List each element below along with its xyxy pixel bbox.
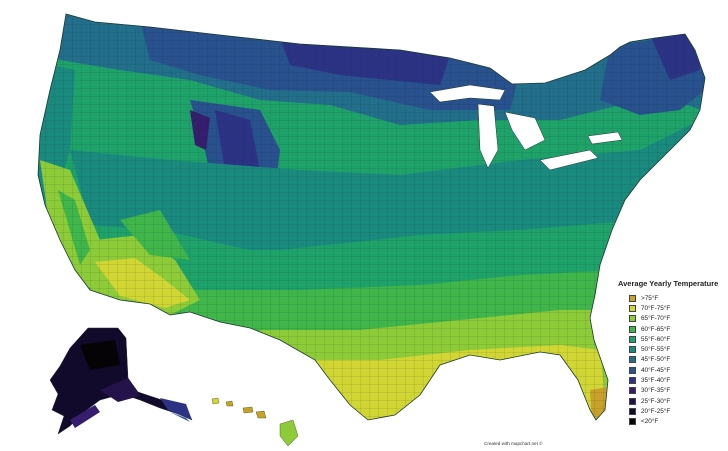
legend-item: 35°F-40°F: [618, 375, 726, 385]
legend-label: 50°F-55°F: [641, 346, 671, 354]
legend-swatch: [629, 356, 636, 364]
legend-label: 30°F-35°F: [641, 387, 671, 395]
legend-item: 30°F-35°F: [618, 386, 726, 396]
credit-text: Created with mapchart.net ©: [484, 441, 543, 446]
legend-label: 25°F-30°F: [641, 397, 671, 405]
legend-swatch: [629, 366, 636, 374]
legend-label: 40°F-45°F: [641, 366, 671, 374]
legend-label: 35°F-40°F: [641, 377, 671, 385]
legend-item: <20°F: [618, 417, 726, 427]
legend-item: 60°F-65°F: [618, 324, 726, 334]
legend-swatch: [629, 315, 636, 323]
legend-swatch: [629, 407, 636, 415]
legend-swatch: [629, 325, 636, 333]
legend-swatch: [629, 346, 636, 354]
legend-swatch: [629, 377, 636, 385]
great-lakes: [429, 84, 623, 171]
legend-swatch: [629, 418, 636, 426]
legend-label: 20°F-25°F: [641, 407, 671, 415]
legend-label: 45°F-50°F: [641, 356, 671, 364]
legend-label: 60°F-65°F: [641, 325, 671, 333]
legend-item: 20°F-25°F: [618, 406, 726, 416]
legend-item: 40°F-45°F: [618, 365, 726, 375]
legend-item: 45°F-50°F: [618, 355, 726, 365]
hawaii: [211, 397, 299, 447]
legend-swatch: [629, 397, 636, 405]
legend-item: 55°F-60°F: [618, 334, 726, 344]
legend-item: 65°F-70°F: [618, 314, 726, 324]
legend-item: 50°F-55°F: [618, 344, 726, 354]
legend-label: >75°F: [641, 294, 659, 302]
legend-swatch: [629, 304, 636, 312]
legend-label: <20°F: [641, 418, 659, 426]
alaska: [49, 327, 193, 435]
legend-item: 25°F-30°F: [618, 396, 726, 406]
legend: Average Yearly Temperature >75°F 70°F-75°…: [618, 279, 726, 427]
legend-item: 70°F-75°F: [618, 303, 726, 313]
legend-item: >75°F: [618, 293, 726, 303]
legend-swatch: [629, 387, 636, 395]
legend-items: >75°F 70°F-75°F 65°F-70°F 60°F-65°F 55°F-60°…: [618, 293, 726, 427]
legend-swatch: [629, 294, 636, 302]
legend-label: 55°F-60°F: [641, 335, 671, 343]
legend-title: Average Yearly Temperature: [618, 279, 719, 288]
legend-swatch: [629, 335, 636, 343]
legend-label: 65°F-70°F: [641, 315, 671, 323]
legend-label: 70°F-75°F: [641, 304, 671, 312]
